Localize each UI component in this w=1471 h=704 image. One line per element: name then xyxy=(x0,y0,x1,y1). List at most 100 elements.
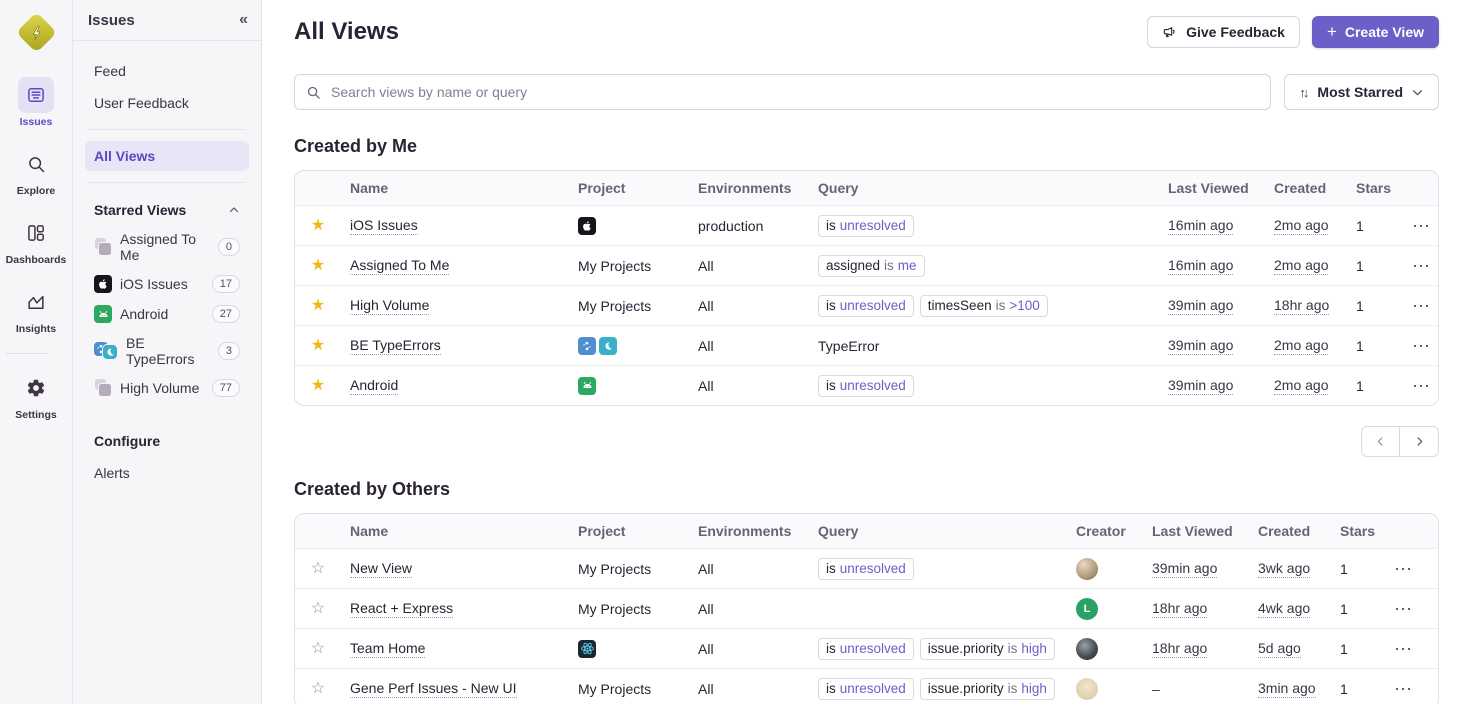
issue-count-badge: 0 xyxy=(217,238,240,256)
view-name-cell: iOS Issues xyxy=(341,217,569,235)
sentry-logo[interactable] xyxy=(15,11,57,54)
row-actions-menu-button[interactable]: ⋯ xyxy=(1388,598,1418,620)
view-name-link[interactable]: Android xyxy=(350,376,399,395)
star-filled-icon[interactable]: ★ xyxy=(310,297,326,314)
view-name-link[interactable]: BE TypeErrors xyxy=(350,336,441,355)
row-actions-menu-button[interactable]: ⋯ xyxy=(1406,215,1436,237)
rail-item-insights[interactable]: Insights xyxy=(6,284,67,335)
time-value: 16min ago xyxy=(1168,216,1234,235)
row-actions-menu-button[interactable]: ⋯ xyxy=(1388,638,1418,660)
row-actions-menu-button[interactable]: ⋯ xyxy=(1406,295,1436,317)
stars-count-cell: 1 xyxy=(1340,640,1348,657)
query-op: is xyxy=(1007,681,1018,696)
apple-project-icon xyxy=(578,216,596,235)
view-name-link[interactable]: High Volume xyxy=(350,296,430,315)
star-filled-icon[interactable]: ★ xyxy=(310,377,326,394)
creator-avatar xyxy=(1076,637,1098,660)
query-cell: assigned is me xyxy=(809,254,1159,277)
rail-item-dashboards[interactable]: Dashboards xyxy=(5,215,67,266)
query-chip: is unresolved xyxy=(818,557,914,580)
view-name-link[interactable]: React + Express xyxy=(350,599,454,618)
python-projects-icon xyxy=(94,342,118,360)
star-outline-icon[interactable]: ☆ xyxy=(310,640,326,657)
settings-icon xyxy=(18,370,54,406)
environments-cell: All xyxy=(698,377,714,394)
starred-view-ios-issues[interactable]: iOS Issues 17 xyxy=(85,269,249,299)
stars-count-cell: 1 xyxy=(1340,680,1348,697)
query-value: unresolved xyxy=(839,378,906,393)
issues-sidebar-panel: Issues « Feed User Feedback All Views St… xyxy=(73,0,262,704)
previous-page-button[interactable] xyxy=(1361,426,1400,457)
collapse-sidebar-icon[interactable]: « xyxy=(239,11,248,28)
rail-item-label: Dashboards xyxy=(5,254,67,266)
table-row: ★ Assigned To Me My Projects All assigned is m… xyxy=(295,245,1438,285)
give-feedback-button[interactable]: Give Feedback xyxy=(1147,16,1300,48)
row-actions-menu-button[interactable]: ⋯ xyxy=(1406,255,1436,277)
created-cell: 2mo ago xyxy=(1265,217,1347,235)
rail-item-issues[interactable]: Issues xyxy=(6,77,67,128)
pagination xyxy=(294,426,1439,457)
starred-view-assigned-to-me[interactable]: Assigned To Me 0 xyxy=(85,225,249,269)
sidebar-item-all-views[interactable]: All Views xyxy=(85,141,249,171)
star-toggle-cell: ☆ xyxy=(295,561,341,577)
starred-view-android[interactable]: Android 27 xyxy=(85,299,249,329)
row-actions-cell: ⋯ xyxy=(1397,295,1438,317)
created-by-me-table: Name Project Environments Query Last Viewed C… xyxy=(294,170,1439,406)
query-value: unresolved xyxy=(839,218,906,233)
column-header-query: Query xyxy=(809,180,1159,196)
column-header-created: Created xyxy=(1249,523,1331,539)
starred-views-section-header[interactable]: Starred Views xyxy=(85,194,249,225)
created-cell: 3min ago xyxy=(1249,680,1331,698)
time-value: 2mo ago xyxy=(1274,216,1329,235)
stacked-views-icon xyxy=(94,379,112,397)
time-value: 18hr ago xyxy=(1152,639,1208,658)
star-outline-icon[interactable]: ☆ xyxy=(310,600,326,617)
table-header-row: Name Project Environments Query Last Viewed C… xyxy=(295,171,1438,205)
creator-avatar xyxy=(1076,677,1098,700)
sidebar-item-alerts[interactable]: Alerts xyxy=(94,465,130,481)
view-name-link[interactable]: iOS Issues xyxy=(350,216,418,235)
create-view-button[interactable]: + Create View xyxy=(1311,16,1439,48)
chevron-up-icon xyxy=(229,207,239,213)
time-value: 39min ago xyxy=(1168,336,1234,355)
lightning-bolt-icon xyxy=(32,25,40,40)
megaphone-icon xyxy=(1163,27,1175,38)
search-views-input[interactable] xyxy=(329,83,1260,101)
star-filled-icon[interactable]: ★ xyxy=(310,217,326,234)
row-actions-menu-button[interactable]: ⋯ xyxy=(1406,375,1436,397)
stars-count-cell: 1 xyxy=(1356,297,1364,314)
starred-view-label: BE TypeErrors xyxy=(126,335,195,367)
sidebar-item-feed[interactable]: Feed xyxy=(94,63,126,79)
star-outline-icon[interactable]: ☆ xyxy=(310,680,326,697)
sort-dropdown-button[interactable]: ↑↓ Most Starred xyxy=(1284,74,1439,110)
rail-item-settings[interactable]: Settings xyxy=(6,370,67,421)
row-actions-menu-button[interactable]: ⋯ xyxy=(1388,558,1418,580)
view-name-link[interactable]: Gene Perf Issues - New UI xyxy=(350,679,517,698)
sidebar-item-user-feedback[interactable]: User Feedback xyxy=(94,95,189,111)
rail-item-explore[interactable]: Explore xyxy=(6,146,67,197)
row-actions-menu-button[interactable]: ⋯ xyxy=(1388,678,1418,700)
page-title: All Views xyxy=(294,18,399,45)
query-key: is xyxy=(826,561,836,576)
star-filled-icon[interactable]: ★ xyxy=(310,337,326,354)
created-cell: 2mo ago xyxy=(1265,257,1347,275)
next-page-button[interactable] xyxy=(1400,426,1439,457)
starred-view-label: Assigned To Me xyxy=(120,231,197,263)
query-text: TypeError xyxy=(818,337,880,354)
view-name-link[interactable]: New View xyxy=(350,559,412,578)
column-header-environments: Environments xyxy=(689,180,809,196)
view-name-link[interactable]: Team Home xyxy=(350,639,426,658)
creator-cell xyxy=(1067,677,1143,700)
query-chip: is unresolved xyxy=(818,637,914,660)
star-filled-icon[interactable]: ★ xyxy=(310,257,326,274)
query-value: unresolved xyxy=(839,561,906,576)
search-box xyxy=(294,74,1272,110)
starred-view-high-volume[interactable]: High Volume 77 xyxy=(85,373,249,403)
created-cell: 5d ago xyxy=(1249,640,1331,658)
row-actions-cell: ⋯ xyxy=(1379,678,1438,700)
starred-view-be-typeerrors[interactable]: BE TypeErrors 3 xyxy=(85,329,249,373)
star-outline-icon[interactable]: ☆ xyxy=(310,560,326,577)
stars-count-cell: 1 xyxy=(1356,217,1364,234)
view-name-link[interactable]: Assigned To Me xyxy=(350,256,450,275)
row-actions-menu-button[interactable]: ⋯ xyxy=(1406,335,1436,357)
